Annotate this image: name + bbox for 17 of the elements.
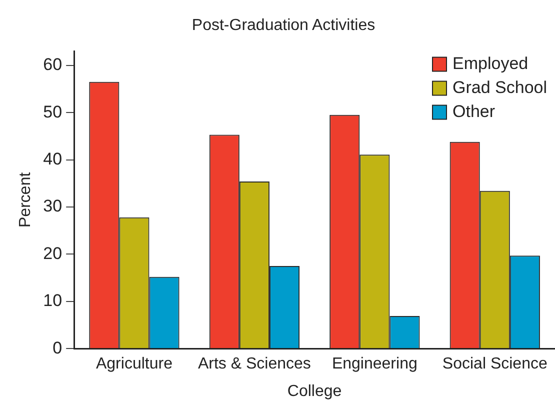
x-tick-label: Agriculture [96,356,173,373]
y-tick-label: 40 [43,149,62,168]
x-tick-label: Engineering [332,356,418,373]
y-tick-label: 0 [52,338,62,358]
y-axis-title: Percent [17,172,34,228]
x-axis-title: College [287,382,342,400]
y-tick-label: 60 [43,55,62,74]
y-tick-label: 50 [43,102,62,122]
legend-label: Grad School [452,78,548,97]
x-tick-label: Arts & Sciences [198,356,311,373]
legend-label: Other [452,102,496,121]
y-tick-label: 20 [43,244,62,263]
chart-title: Post-Graduation Activities [192,17,376,34]
legend-label: Employed [452,54,528,73]
y-tick-label: 10 [43,291,62,310]
y-tick-label: 30 [43,196,62,216]
x-tick-label: Social Science [442,356,548,373]
